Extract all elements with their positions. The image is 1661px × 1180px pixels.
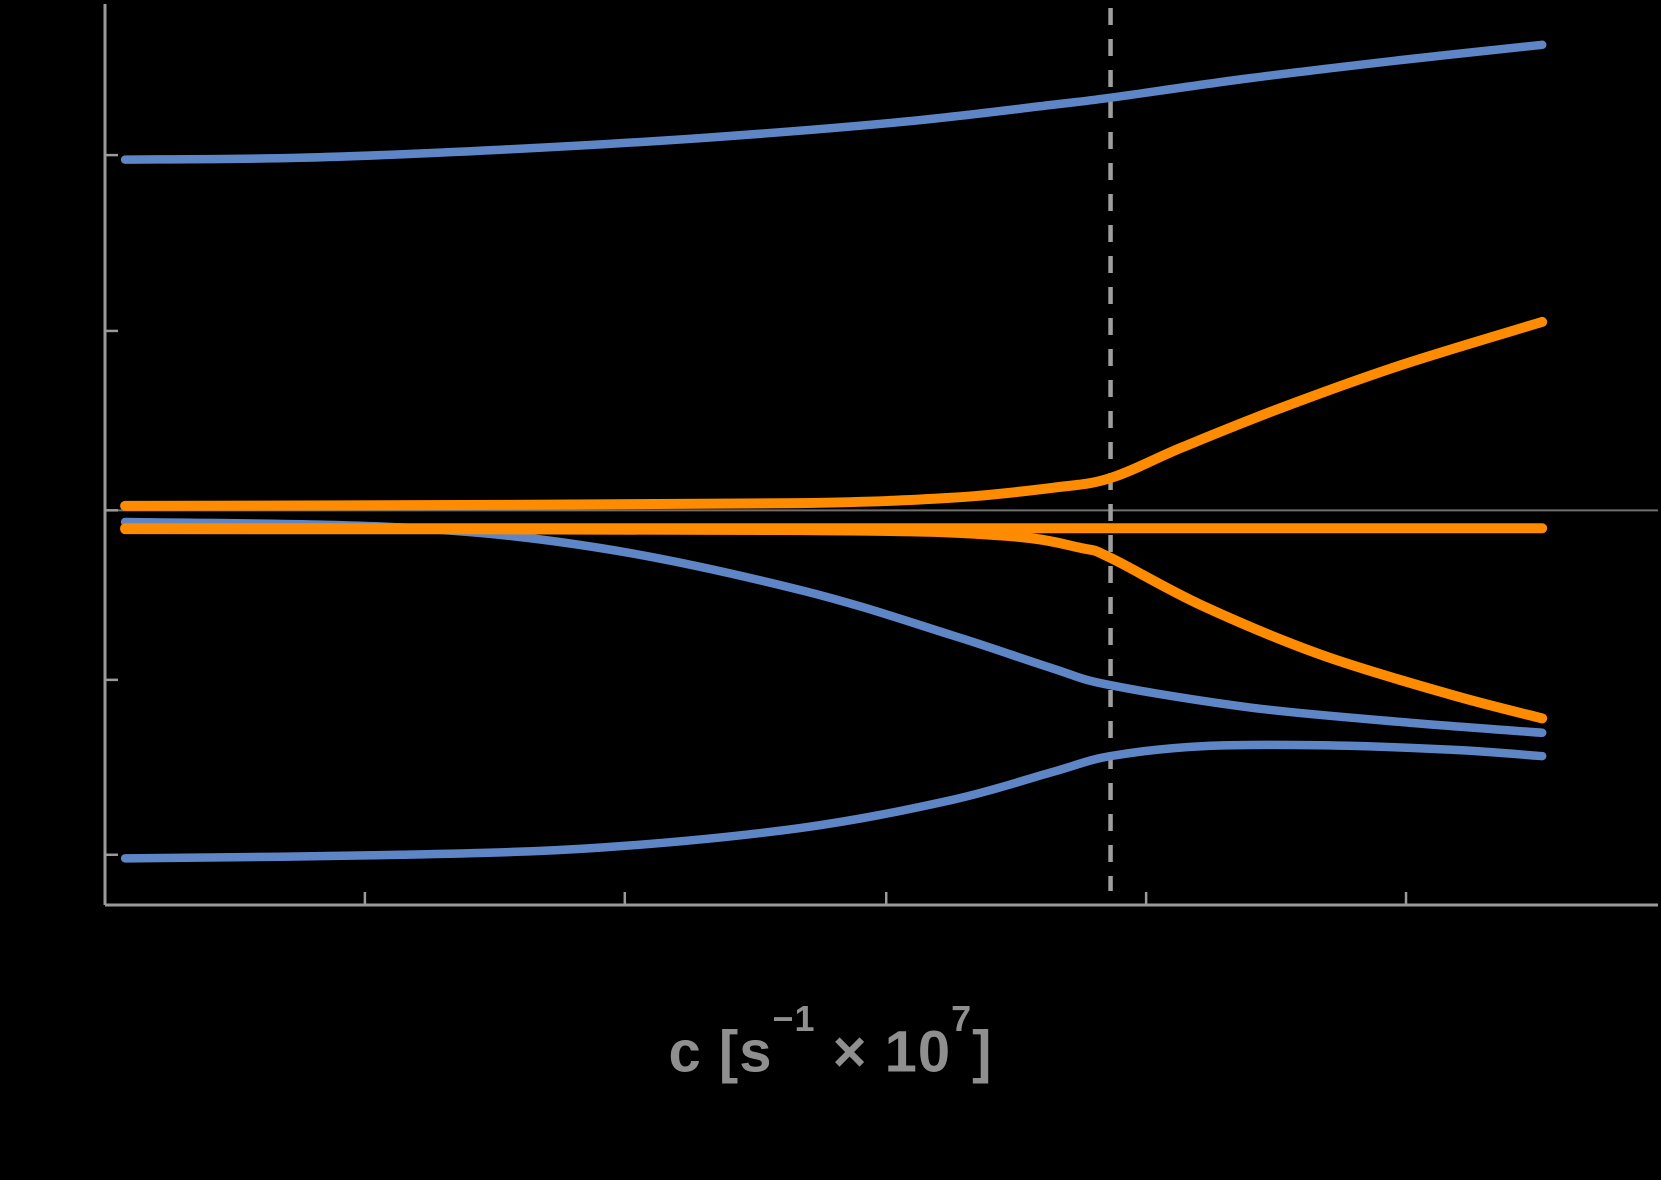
x-axis-label: c [s−1 × 107] [0,998,1661,1085]
x-axis-label-sup-7: 7 [951,998,973,1040]
series-blue-middle-descending [120,517,1547,738]
series-orange-upper-branch [120,316,1548,511]
x-axis-label-sup-minus1: −1 [772,998,816,1040]
series-blue-upper [120,40,1547,164]
x-axis-label-times10: × 10 [815,1019,952,1085]
series-orange-lower-branch [120,524,1548,724]
series-blue-lower [120,740,1547,863]
x-axis-label-close-bracket: ] [972,1019,993,1085]
x-axis-label-text: c [s [668,1019,773,1085]
